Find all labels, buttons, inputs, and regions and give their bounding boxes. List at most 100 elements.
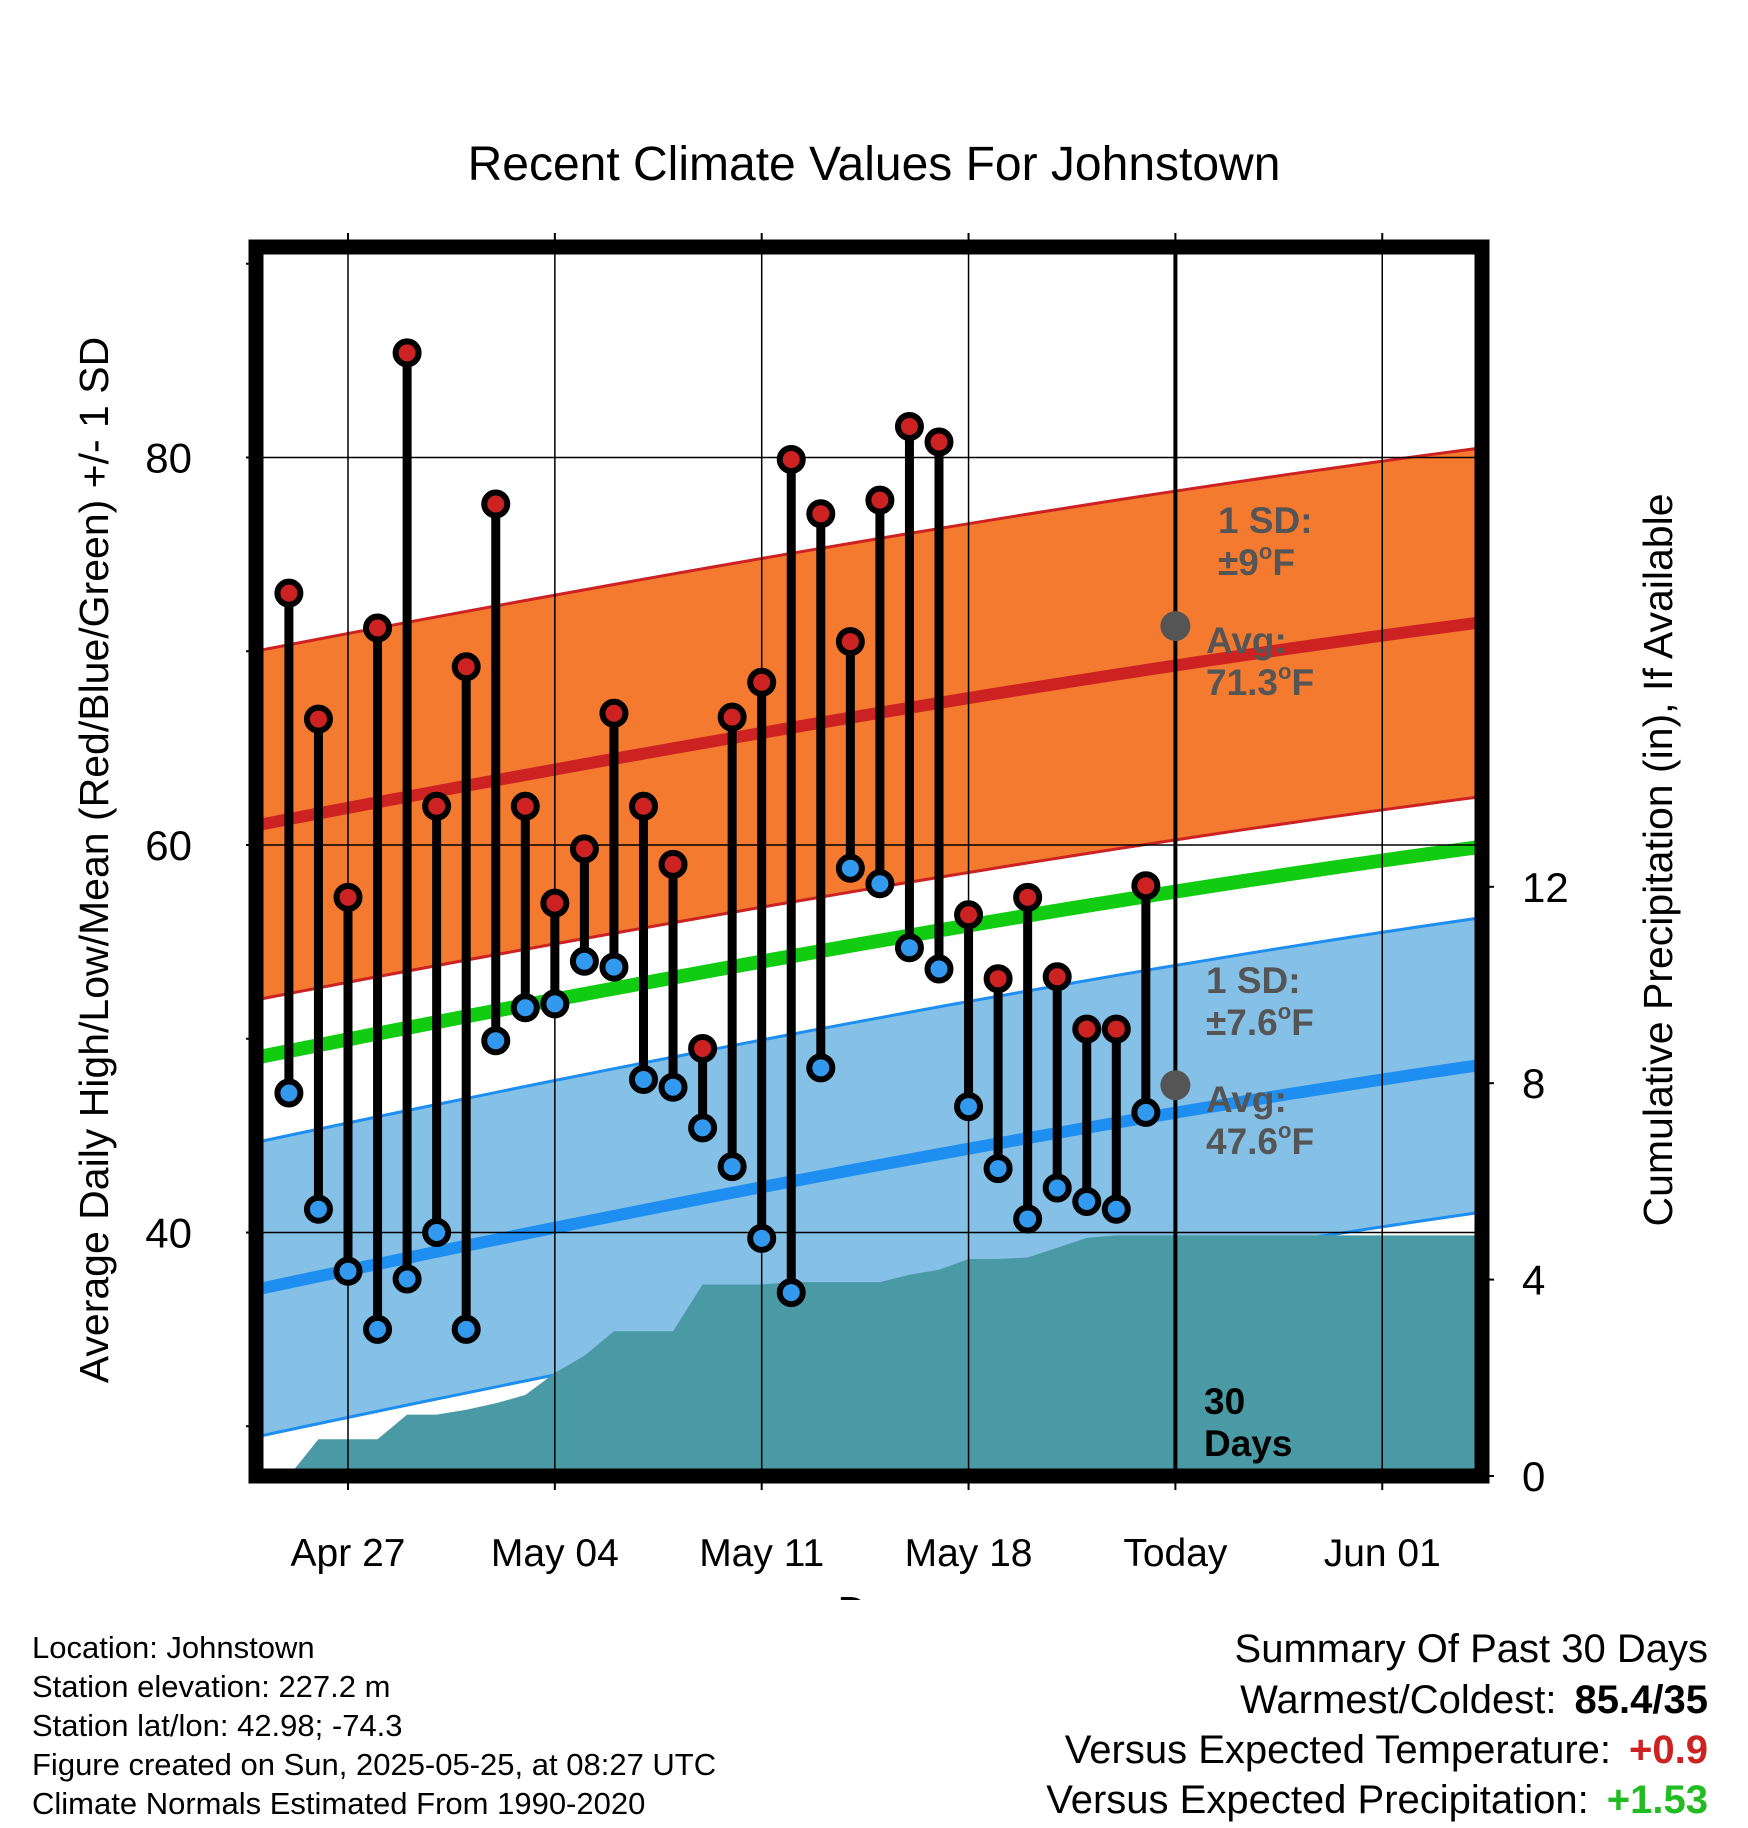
high-temp-point bbox=[835, 627, 865, 657]
low-sd-annotation-unit: F bbox=[1291, 1002, 1314, 1043]
x-tick-label: Today bbox=[1123, 1532, 1228, 1575]
high-sd-annotation-degree: o bbox=[1259, 539, 1272, 564]
temp-label: Versus Expected Temperature: bbox=[1064, 1728, 1612, 1772]
high-temp-point bbox=[1131, 871, 1161, 901]
precip-value: +1.53 bbox=[1606, 1778, 1708, 1822]
x-tick-label: May 04 bbox=[491, 1532, 619, 1575]
y-axis-label: Average Daily High/Low/Mean (Red/Blue/Gr… bbox=[71, 337, 117, 1383]
warmest-label: Warmest/Coldest: bbox=[1240, 1678, 1557, 1722]
created-text: Figure created on Sun, 2025-05-25, at 08… bbox=[32, 1747, 717, 1782]
high-temp-point bbox=[510, 791, 540, 821]
low-temp-point bbox=[894, 933, 924, 963]
low-temp-point bbox=[481, 1026, 511, 1056]
high-temp-point bbox=[776, 444, 806, 474]
normal-mean-line bbox=[256, 839, 1482, 1065]
low-avg-annotation-degree: o bbox=[1278, 1118, 1291, 1143]
x-tick-label: May 11 bbox=[699, 1532, 824, 1575]
summary-title: Summary Of Past 30 Days bbox=[1234, 1627, 1708, 1671]
low-temp-point bbox=[510, 993, 540, 1023]
low-temp-point bbox=[451, 1314, 481, 1344]
low-temp-point bbox=[422, 1218, 452, 1247]
low-temp-point bbox=[1042, 1173, 1072, 1203]
high-temp-point bbox=[481, 489, 511, 519]
low-temp-point bbox=[1101, 1194, 1131, 1224]
x-tick-label: Apr 27 bbox=[291, 1532, 406, 1575]
summary-temp-row: Versus Expected Temperature: +0.9 bbox=[1046, 1725, 1708, 1775]
high-band-upper-edge bbox=[256, 446, 1482, 653]
x-tick-label: Jun 01 bbox=[1324, 1532, 1441, 1575]
high-temp-point bbox=[658, 849, 688, 879]
high-temp-point bbox=[363, 613, 393, 643]
high-avg-annotation-value: 71.3 bbox=[1206, 662, 1278, 703]
high-temp-point bbox=[569, 834, 599, 864]
low-temp-point bbox=[658, 1072, 688, 1102]
low-temp-point bbox=[688, 1113, 718, 1143]
low-sd-annotation-line1: 1 SD: bbox=[1206, 960, 1301, 1001]
summary-precip-row: Versus Expected Precipitation: +1.53 bbox=[1046, 1775, 1708, 1825]
high-band-lower-edge bbox=[256, 795, 1482, 1002]
low-band-upper-edge bbox=[256, 916, 1482, 1144]
high-avg-annotation: Avg:71.3oF bbox=[1206, 620, 1314, 703]
y2-tick-label: 12 bbox=[1522, 864, 1569, 911]
low-temp-point bbox=[747, 1223, 777, 1253]
high-temp-point bbox=[303, 704, 333, 734]
low-temp-point bbox=[569, 946, 599, 976]
y-tick-label: 40 bbox=[145, 1210, 192, 1257]
high-temp-point bbox=[392, 338, 422, 368]
high-temp-point bbox=[333, 882, 363, 912]
low-temp-point bbox=[363, 1314, 393, 1344]
y2-axis-label: Cumulative Precipitation (in), If Availa… bbox=[1635, 493, 1681, 1226]
high-temp-point bbox=[629, 791, 658, 821]
high-temp-point bbox=[806, 499, 836, 529]
normal-low-line bbox=[256, 1058, 1482, 1296]
plot-frame bbox=[248, 239, 1490, 1484]
high-sd-annotation-line2: ±9oF bbox=[1218, 539, 1295, 583]
high-avg-annotation-line1: Avg: bbox=[1206, 620, 1287, 661]
chart-title: Recent Climate Values For Johnstown bbox=[468, 138, 1281, 191]
high-temp-point bbox=[983, 964, 1013, 994]
low-temp-point bbox=[983, 1154, 1013, 1184]
low-avg-annotation-value: 47.6 bbox=[1206, 1121, 1278, 1162]
normal-high-line bbox=[256, 616, 1482, 832]
high-temp-point bbox=[894, 412, 924, 441]
low-temp-point bbox=[1131, 1097, 1161, 1127]
low-temp-point bbox=[806, 1053, 836, 1083]
high-temp-point bbox=[1013, 882, 1043, 912]
high-sd-annotation: 1 SD:±9oF bbox=[1218, 500, 1313, 583]
station-info: Location: Johnstown Station elevation: 2… bbox=[32, 1628, 716, 1823]
precip-area bbox=[288, 1235, 1482, 1476]
location-text: Location: Johnstown bbox=[32, 1630, 315, 1665]
low-sd-annotation: 1 SD:±7.6oF bbox=[1206, 960, 1314, 1043]
x-axis-label: Day bbox=[838, 1588, 911, 1600]
high-temp-point bbox=[954, 900, 984, 930]
high-sd-annotation-line1: 1 SD: bbox=[1218, 500, 1313, 541]
low-temp-point bbox=[717, 1152, 747, 1182]
low-temp-point bbox=[865, 869, 895, 899]
summary-warmest-row: Warmest/Coldest: 85.4/35 bbox=[1046, 1675, 1708, 1725]
x-tick-label: May 18 bbox=[905, 1532, 1033, 1575]
low-sd-annotation-degree: o bbox=[1278, 999, 1291, 1024]
high-temp-point bbox=[1042, 962, 1072, 992]
low-avg-annotation-line1: Avg: bbox=[1206, 1079, 1287, 1120]
low-sd-annotation-value: ±7.6 bbox=[1206, 1002, 1278, 1043]
today-days-label-line2: Days bbox=[1204, 1423, 1292, 1464]
low-avg-annotation-line2: 47.6oF bbox=[1206, 1118, 1314, 1162]
temp-value: +0.9 bbox=[1629, 1728, 1708, 1772]
high-avg-annotation-degree: o bbox=[1278, 659, 1291, 684]
low-temp-point bbox=[629, 1064, 658, 1094]
today-high-normal-dot bbox=[1160, 611, 1191, 642]
low-temp-point bbox=[924, 954, 954, 984]
high-temp-point bbox=[747, 667, 777, 697]
low-sd-annotation-line2: ±7.6oF bbox=[1206, 999, 1314, 1043]
low-temp-point bbox=[599, 952, 629, 982]
low-temp-point bbox=[1072, 1187, 1102, 1216]
precip-label: Versus Expected Precipitation: bbox=[1046, 1778, 1589, 1822]
high-temp-point bbox=[422, 791, 452, 821]
elevation-text: Station elevation: 227.2 m bbox=[32, 1669, 391, 1704]
y2-tick-label: 0 bbox=[1522, 1453, 1545, 1500]
high-temp-point bbox=[1101, 1014, 1131, 1044]
low-temp-point bbox=[540, 989, 570, 1019]
low-temp-point bbox=[835, 853, 865, 883]
high-temp-point bbox=[540, 888, 570, 918]
